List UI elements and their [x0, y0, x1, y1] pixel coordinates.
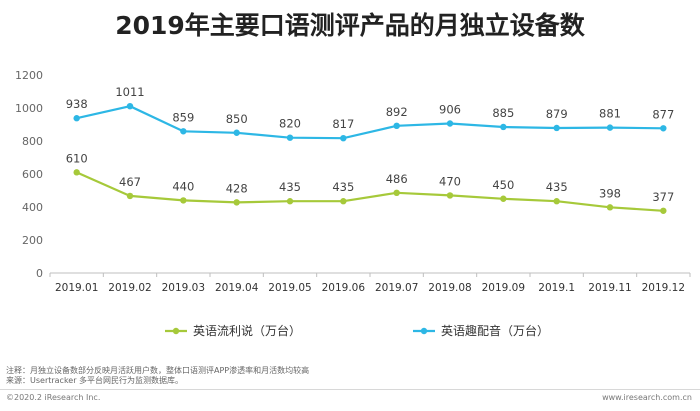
x-tick-label: 2019.07 — [375, 282, 418, 294]
x-tick-label: 2019.08 — [428, 282, 471, 294]
data-label: 879 — [546, 107, 568, 121]
x-tick-label: 2019.02 — [108, 282, 151, 294]
data-point — [393, 122, 400, 130]
data-label: 398 — [599, 186, 621, 200]
x-tick-label: 2019.04 — [215, 282, 259, 294]
data-label: 938 — [66, 97, 88, 111]
data-point — [73, 169, 80, 176]
legend-swatch-marker — [420, 327, 428, 335]
data-point — [500, 123, 507, 131]
chart-legend: 英语流利说（万台） 英语趣配音（万台） — [165, 323, 549, 338]
data-label: 610 — [66, 151, 88, 165]
chart-title: 2019年主要口语测评产品的月独立设备数 — [115, 11, 585, 40]
x-tick-label: 2019.01 — [55, 282, 98, 294]
y-tick-label: 600 — [22, 168, 43, 181]
legend-label: 英语趣配音（万台） — [441, 323, 549, 338]
data-point — [553, 124, 560, 132]
data-label: 892 — [386, 105, 408, 119]
series-line-1 — [76, 171, 664, 212]
legend-label: 英语流利说（万台） — [193, 323, 301, 338]
data-label: 435 — [332, 180, 354, 194]
data-label: 877 — [652, 107, 674, 121]
data-label: 859 — [172, 110, 194, 124]
data-label: 1011 — [115, 85, 144, 99]
chart-notes: 注释：月独立设备数部分反映月活跃用户数，整体口语测评APP渗透率和月活数均较高 … — [6, 366, 309, 386]
y-tick-label: 1200 — [15, 69, 43, 82]
data-point — [553, 198, 560, 205]
footer-website: www.iresearch.com.cn — [602, 393, 692, 402]
data-label: 467 — [119, 175, 141, 189]
chart-series: 610 467 440 428 435 435 486 470 450 435 398 377 938 1… — [66, 85, 674, 214]
data-point — [286, 198, 294, 205]
x-tick-label: 2019.03 — [162, 282, 205, 294]
y-tick-label: 400 — [22, 201, 43, 214]
data-label: 486 — [386, 172, 408, 186]
data-label: 435 — [546, 180, 568, 194]
data-point — [660, 207, 667, 214]
x-tick-label: 2019.1 — [538, 282, 575, 294]
data-point — [233, 199, 240, 206]
data-label: 850 — [226, 112, 248, 126]
data-label: 377 — [652, 190, 674, 204]
data-point — [500, 195, 507, 202]
line-chart: 0 200 400 600 800 1000 1200 2019.01 2019.02 2019.… — [15, 69, 691, 338]
y-tick-label: 200 — [22, 234, 43, 247]
data-point — [606, 204, 614, 211]
data-label: 881 — [599, 107, 621, 121]
series-line-2 — [76, 105, 664, 140]
data-point — [446, 192, 454, 199]
y-tick-label: 0 — [36, 267, 43, 280]
note-line-2: 来源：Usertracker 多平台网民行为监测数据库。 — [6, 376, 184, 385]
data-point — [126, 102, 134, 110]
x-tick-label: 2019.05 — [268, 282, 311, 294]
data-point — [180, 197, 187, 204]
data-label: 440 — [172, 179, 194, 193]
data-label: 435 — [279, 180, 301, 194]
y-tick-label: 800 — [22, 135, 43, 148]
footer-divider — [0, 389, 700, 390]
data-point — [446, 120, 454, 127]
data-point — [126, 192, 134, 200]
x-tick-label: 2019.12 — [642, 282, 685, 294]
data-label: 906 — [439, 103, 461, 117]
legend-swatch-marker — [172, 327, 180, 335]
y-tick-label: 1000 — [15, 102, 43, 115]
data-point — [606, 124, 614, 131]
x-tick-label: 2019.06 — [322, 282, 366, 294]
data-label: 820 — [279, 117, 301, 131]
data-point — [73, 115, 80, 122]
data-point — [340, 134, 347, 142]
note-line-1: 注释：月独立设备数部分反映月活跃用户数，整体口语测评APP渗透率和月活数均较高 — [6, 366, 310, 375]
data-point — [660, 125, 667, 132]
data-label: 885 — [492, 106, 514, 120]
footer-copyright: ©2020.2 iResearch Inc. — [6, 393, 101, 402]
data-point — [180, 128, 187, 135]
x-tick-label: 2019.11 — [588, 282, 631, 294]
data-label: 470 — [439, 174, 461, 188]
data-label: 428 — [226, 181, 248, 195]
data-point — [286, 134, 294, 141]
data-point — [233, 129, 240, 136]
x-tick-label: 2019.09 — [482, 282, 525, 294]
data-label: 450 — [492, 178, 514, 192]
chart-axes: 0 200 400 600 800 1000 1200 2019.01 2019.02 2019.… — [15, 69, 691, 294]
data-label: 817 — [332, 117, 354, 131]
data-point — [393, 189, 400, 197]
data-point — [340, 198, 347, 205]
